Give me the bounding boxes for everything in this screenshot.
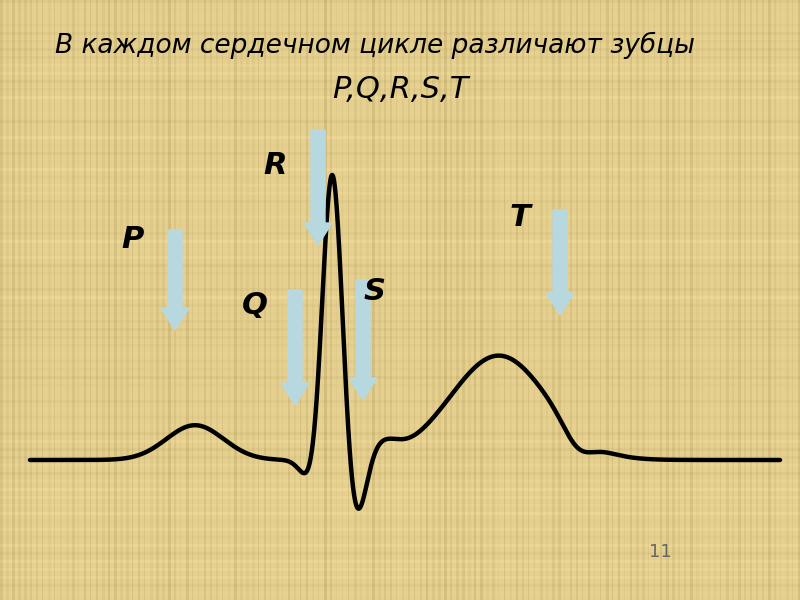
Text: Q: Q [242, 290, 268, 319]
Text: P: P [122, 226, 144, 254]
FancyArrow shape [349, 280, 377, 400]
FancyArrow shape [161, 230, 189, 330]
Text: В каждом сердечном цикле различают зубцы: В каждом сердечном цикле различают зубцы [55, 31, 695, 59]
Text: P,Q,R,S,T: P,Q,R,S,T [332, 76, 468, 104]
Text: S: S [364, 277, 386, 307]
FancyArrow shape [304, 130, 332, 245]
FancyArrow shape [546, 210, 574, 315]
Text: R: R [263, 151, 286, 179]
FancyArrow shape [281, 290, 309, 405]
Text: T: T [510, 203, 530, 232]
Text: 11: 11 [649, 543, 671, 561]
